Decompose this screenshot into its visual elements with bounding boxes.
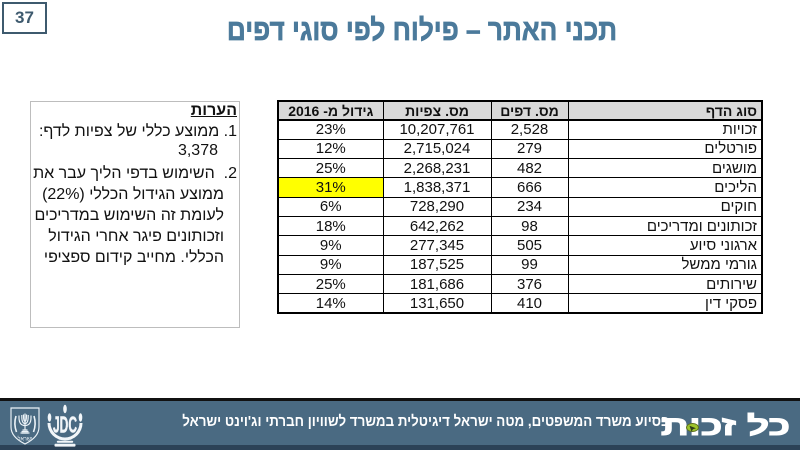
svg-text:ישראל: ישראל	[18, 436, 33, 443]
svg-text:JDC: JDC	[53, 412, 77, 438]
